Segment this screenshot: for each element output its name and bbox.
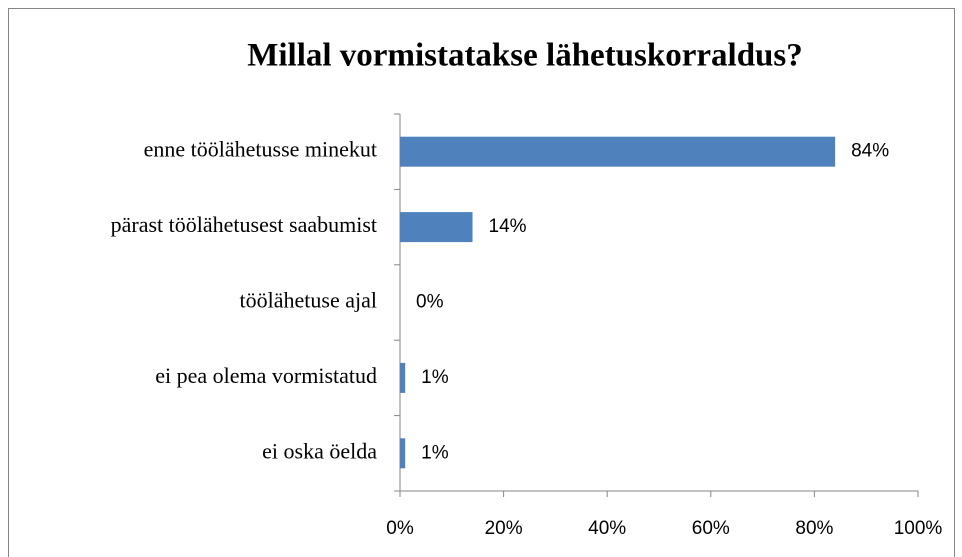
y-tick-label: töölähetuse ajal [240,288,377,313]
bar [400,212,473,243]
bar [400,438,406,469]
chart-title: Millal vormistatakse lähetuskorraldus? [247,38,803,74]
y-tick-label: enne töölähetusse minekut [144,137,377,162]
x-tick-label: 100% [894,518,943,539]
y-tick-label: ei oska öelda [262,438,377,463]
bar [400,362,406,393]
bar [400,136,836,167]
x-tick-label: 80% [795,518,833,539]
x-tick-label: 20% [485,518,523,539]
value-label: 84% [851,141,889,162]
x-tick-label: 0% [386,518,414,539]
x-tick-label: 40% [588,518,626,539]
x-tick-label: 60% [692,518,730,539]
value-label: 1% [421,442,449,463]
value-label: 1% [421,367,449,388]
y-tick-label: ei pea olema vormistatud [155,363,377,388]
y-tick-label: pärast töölähetusest saabumist [111,212,377,237]
value-label: 0% [416,292,444,313]
chart-frame [8,8,955,557]
value-label: 14% [489,216,527,237]
